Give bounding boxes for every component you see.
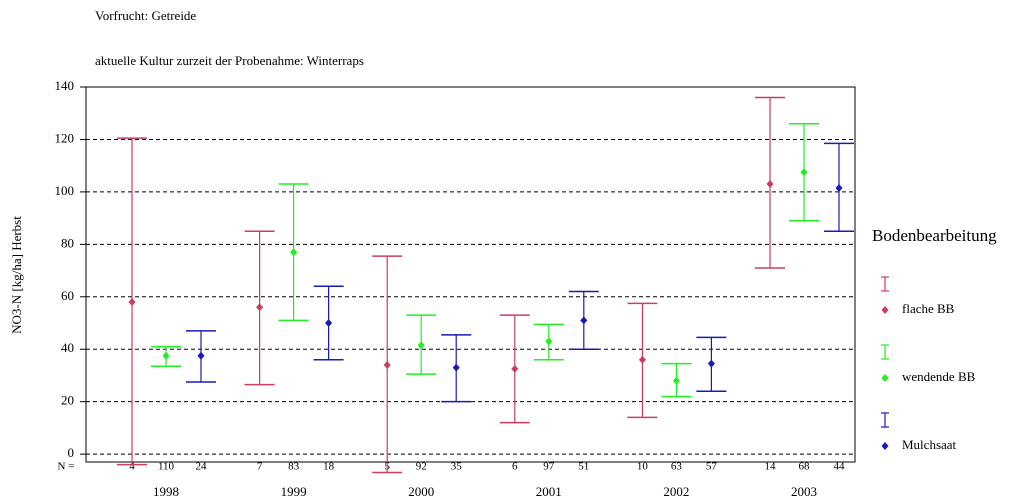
n-count: 10 <box>637 461 649 473</box>
x-tick-label: 1999 <box>281 484 307 499</box>
mean-marker <box>197 351 205 360</box>
x-tick-label: 2000 <box>408 484 434 499</box>
y-tick-label: 120 <box>55 130 75 145</box>
chart-subtitle: aktuelle Kultur zurzeit der Probenahme: … <box>95 53 364 68</box>
n-count: 44 <box>834 461 846 473</box>
y-tick-label: 80 <box>61 235 74 250</box>
mean-marker <box>325 319 333 328</box>
mean-marker <box>511 364 519 373</box>
mean-marker <box>835 183 843 192</box>
x-tick-label: 2002 <box>663 484 689 499</box>
y-tick-label: 100 <box>55 183 75 198</box>
n-count: 110 <box>158 461 175 473</box>
mean-marker <box>256 303 264 312</box>
mean-marker <box>417 341 425 350</box>
y-tick-label: 20 <box>61 393 74 408</box>
n-count: 83 <box>288 461 300 473</box>
n-count: 68 <box>799 461 811 473</box>
plot-frame <box>85 86 856 463</box>
legend-label: wendende BB <box>902 369 976 384</box>
legend-title: Bodenbearbeitung <box>872 226 997 245</box>
mean-marker <box>800 168 808 177</box>
n-count: 24 <box>196 461 208 473</box>
chart-title: Vorfrucht: Getreide <box>95 8 196 23</box>
mean-marker <box>545 337 553 346</box>
mean-marker <box>383 360 391 369</box>
n-count: 6 <box>512 461 518 473</box>
legend-label: flache BB <box>902 301 955 316</box>
n-count: 7 <box>257 461 263 473</box>
x-tick-label: 2003 <box>791 484 817 499</box>
mean-marker <box>672 376 680 385</box>
n-count: 18 <box>323 461 335 473</box>
legend-marker <box>881 442 889 450</box>
y-tick-label: 60 <box>61 288 74 303</box>
mean-marker <box>707 359 715 368</box>
n-label: N = <box>58 461 75 473</box>
n-count: 97 <box>543 461 555 473</box>
y-tick-label: 140 <box>55 78 75 93</box>
n-count: 4 <box>129 461 135 473</box>
legend-marker <box>881 374 889 382</box>
mean-marker <box>162 351 170 360</box>
y-tick-label: 0 <box>68 445 75 460</box>
y-tick-label: 40 <box>61 340 74 355</box>
n-count: 51 <box>578 461 589 473</box>
y-axis-label: NO3-N [kg/ha] Herbst <box>9 216 24 334</box>
mean-marker <box>766 180 774 189</box>
mean-marker <box>452 363 460 372</box>
n-count: 35 <box>451 461 463 473</box>
mean-marker <box>128 298 136 307</box>
mean-marker <box>638 355 646 364</box>
legend-label: Mulchsaat <box>902 437 957 452</box>
mean-marker <box>580 316 588 325</box>
n-count: 92 <box>416 461 427 473</box>
x-tick-label: 2001 <box>536 484 562 499</box>
n-count: 63 <box>671 461 683 473</box>
n-count: 14 <box>765 461 777 473</box>
x-tick-label: 1998 <box>153 484 179 499</box>
legend-marker <box>881 306 889 314</box>
n-count: 57 <box>706 461 718 473</box>
mean-marker <box>290 248 298 257</box>
